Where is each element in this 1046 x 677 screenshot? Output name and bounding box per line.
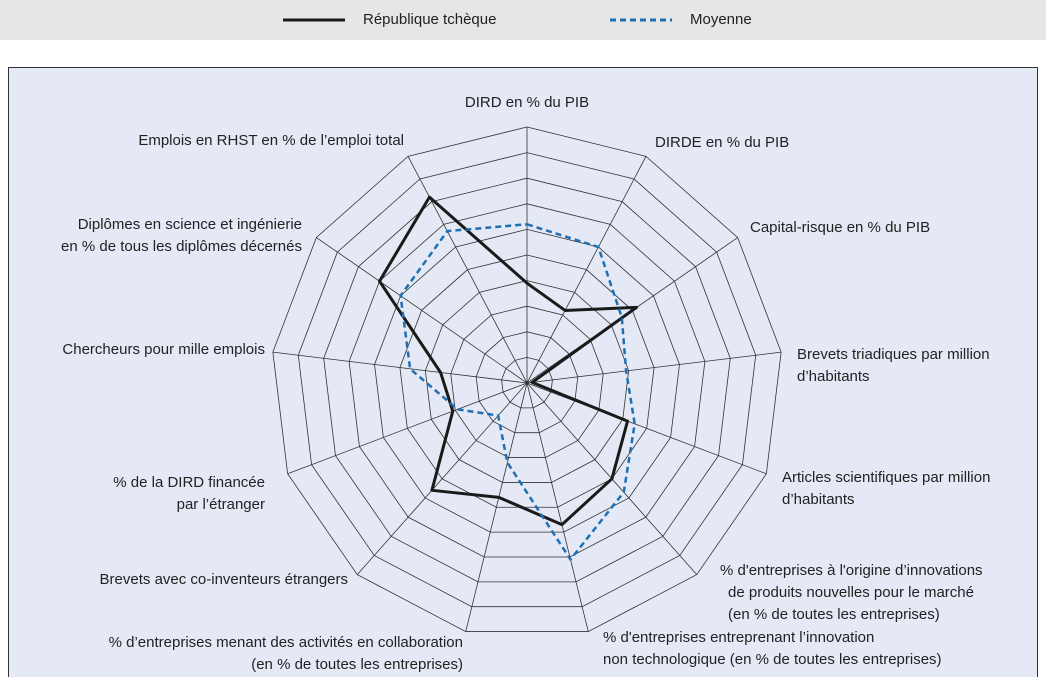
category-label: % d'entreprises à l'origine d’innovation… (720, 562, 983, 579)
category-label: DIRDE en % du PIB (655, 134, 789, 151)
category-label: Articles scientifiques par million (782, 469, 990, 486)
spoke (272, 351, 528, 384)
spoke (316, 237, 528, 384)
category-label: Diplômes en science et ingénierie (78, 216, 302, 233)
spoke (526, 351, 782, 384)
category-label: Brevets avec co-inventeurs étrangers (100, 571, 348, 588)
category-label: de produits nouvelles pour le marché (728, 584, 974, 601)
category-label: (en % de toutes les entreprises) (251, 656, 463, 673)
category-label: % d'entreprises entreprenant l’innovatio… (603, 629, 874, 646)
category-label: Capital-risque en % du PIB (750, 219, 930, 236)
category-label: d’habitants (782, 491, 855, 508)
grid-ring (450, 305, 604, 458)
series-line (378, 195, 639, 527)
grid-ring (272, 126, 782, 632)
category-label: Emplois en RHST en % de l’emploi total (138, 132, 404, 149)
spoke (465, 382, 528, 632)
spoke (287, 382, 528, 475)
plot-panel (8, 67, 1038, 677)
category-label: Chercheurs pour mille emplois (62, 341, 265, 358)
category-label: d’habitants (797, 368, 870, 385)
category-label: en % de tous les diplômes décernés (61, 238, 302, 255)
spoke (407, 156, 528, 384)
grid-ring (424, 280, 630, 483)
category-label: par l’étranger (177, 496, 265, 513)
grid-ring (399, 254, 655, 508)
grid-ring (297, 152, 757, 608)
category-label: % d’entreprises menant des activités en … (109, 634, 463, 651)
spoke (526, 382, 589, 632)
legend-label: Moyenne (690, 11, 752, 28)
spoke (526, 156, 647, 384)
grid-ring (348, 203, 706, 558)
category-label: DIRD en % du PIB (465, 94, 589, 111)
grid-ring (475, 331, 579, 434)
grid-ring (323, 177, 731, 583)
legend-label: République tchèque (363, 11, 496, 28)
category-label: % de la DIRD financée (113, 474, 265, 491)
category-label: Brevets triadiques par million (797, 346, 990, 363)
category-label: (en % de toutes les entreprises) (728, 606, 940, 623)
legend-band (0, 0, 1046, 40)
category-label: non technologique (en % de toutes les en… (603, 651, 942, 668)
